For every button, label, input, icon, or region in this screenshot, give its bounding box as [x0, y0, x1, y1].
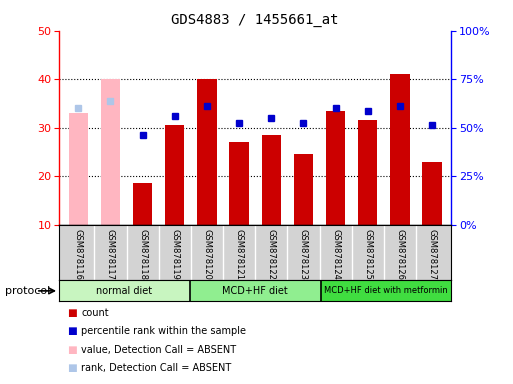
Bar	[198, 79, 216, 225]
Text: GSM878125: GSM878125	[363, 228, 372, 280]
Bar	[262, 135, 281, 225]
Text: rank, Detection Call = ABSENT: rank, Detection Call = ABSENT	[81, 363, 231, 373]
Bar	[326, 111, 345, 225]
Text: ■: ■	[67, 345, 76, 355]
Text: GSM878122: GSM878122	[267, 228, 276, 280]
Text: ■: ■	[67, 326, 76, 336]
Bar	[423, 162, 442, 225]
Text: GSM878120: GSM878120	[203, 228, 211, 280]
Text: GSM878123: GSM878123	[299, 228, 308, 280]
Bar	[321, 280, 451, 301]
Text: GSM878124: GSM878124	[331, 228, 340, 280]
Bar	[133, 184, 152, 225]
Text: GSM878127: GSM878127	[428, 228, 437, 280]
Text: MCD+HF diet with metformin: MCD+HF diet with metformin	[324, 286, 448, 295]
Text: protocol: protocol	[5, 286, 50, 296]
Text: MCD+HF diet: MCD+HF diet	[222, 286, 288, 296]
Bar	[390, 74, 409, 225]
Bar	[69, 113, 88, 225]
Bar	[358, 121, 378, 225]
Text: GSM878126: GSM878126	[396, 228, 404, 280]
Text: GSM878121: GSM878121	[234, 228, 244, 280]
Text: GSM878118: GSM878118	[138, 228, 147, 280]
Text: value, Detection Call = ABSENT: value, Detection Call = ABSENT	[81, 345, 236, 355]
Bar	[101, 79, 120, 225]
Bar	[59, 280, 190, 301]
Bar	[229, 142, 249, 225]
Text: percentile rank within the sample: percentile rank within the sample	[81, 326, 246, 336]
Text: GSM878116: GSM878116	[74, 228, 83, 280]
Text: ■: ■	[67, 363, 76, 373]
Text: GSM878119: GSM878119	[170, 228, 180, 280]
Text: GSM878117: GSM878117	[106, 228, 115, 280]
Bar	[165, 125, 185, 225]
Text: count: count	[81, 308, 109, 318]
Bar	[190, 280, 321, 301]
Text: ■: ■	[67, 308, 76, 318]
Bar	[294, 154, 313, 225]
Text: normal diet: normal diet	[96, 286, 152, 296]
Title: GDS4883 / 1455661_at: GDS4883 / 1455661_at	[171, 13, 339, 27]
